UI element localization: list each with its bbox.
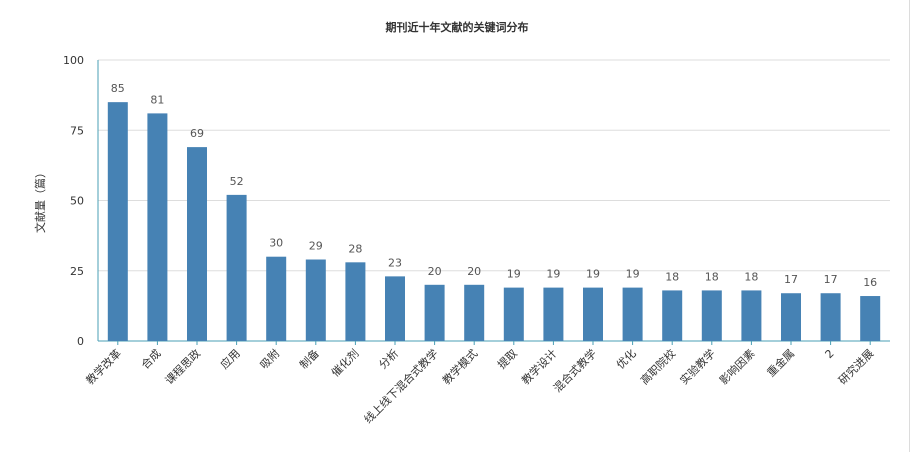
y-tick-label: 25: [70, 265, 84, 278]
chart-title: 期刊近十年文献的关键词分布: [385, 21, 529, 34]
bar: [543, 287, 564, 341]
bar: [701, 290, 722, 341]
x-tick-label: 课程思政: [162, 346, 203, 387]
y-tick-label: 100: [63, 54, 84, 67]
x-tick-label: 重金属: [764, 346, 797, 379]
data-label: 19: [507, 268, 521, 281]
data-label: 16: [863, 276, 877, 289]
x-tick-label: 应用: [217, 346, 242, 371]
x-tick-label: 提取: [495, 347, 520, 372]
data-label: 69: [190, 127, 204, 140]
bar: [503, 287, 524, 341]
bar: [662, 290, 683, 341]
bar: [385, 276, 405, 341]
bar: [305, 259, 326, 341]
x-tick-label: 制备: [296, 346, 321, 371]
x-tick-label: 教学模式: [439, 346, 480, 387]
x-tick-label: 吸附: [257, 346, 282, 371]
bar: [226, 194, 247, 341]
x-tick-label: 合成: [138, 346, 163, 371]
bar: [107, 102, 128, 342]
x-tick-label: 线上线下混合式教学: [361, 346, 441, 426]
data-label: 18: [744, 270, 758, 283]
data-label: 18: [705, 270, 719, 283]
bar: [464, 284, 485, 341]
data-label: 85: [111, 82, 125, 95]
right-border: [909, 0, 910, 452]
data-label: 17: [784, 273, 798, 286]
bar: [781, 293, 801, 341]
data-label: 19: [586, 268, 600, 281]
y-tick-label: 75: [70, 124, 84, 137]
bar: [583, 287, 603, 341]
bar: [741, 290, 762, 341]
x-tick-label: 教学设计: [519, 346, 560, 387]
x-tick-label: 研究进展: [835, 346, 876, 387]
data-label: 28: [348, 242, 362, 255]
data-label: 19: [546, 268, 560, 281]
y-tick-label: 0: [77, 335, 84, 348]
bar: [147, 113, 168, 341]
x-tick-label: 影响因素: [717, 347, 757, 387]
x-tick-label: 优化: [613, 346, 638, 371]
data-label: 20: [428, 265, 442, 278]
y-tick-label: 50: [70, 195, 84, 208]
x-tick-label: 高职院校: [637, 346, 678, 387]
bar: [187, 147, 207, 341]
bar: [860, 296, 881, 341]
data-label: 30: [269, 237, 283, 250]
data-label: 81: [150, 93, 164, 106]
data-label: 19: [626, 268, 640, 281]
bar: [266, 256, 287, 341]
bar: [820, 293, 841, 341]
x-tick-label: 混合式教学: [550, 346, 599, 395]
x-tick-label: 实验教学: [677, 346, 718, 387]
x-tick-label: 2: [823, 347, 837, 361]
data-label: 52: [230, 175, 244, 188]
data-label: 18: [665, 270, 679, 283]
x-tick-label: 分析: [376, 346, 401, 371]
data-label: 17: [824, 273, 838, 286]
x-tick-label: 催化剂: [328, 346, 361, 379]
bar: [622, 287, 643, 341]
data-label: 20: [467, 265, 481, 278]
x-tick-label: 教学改革: [83, 346, 124, 387]
bar: [424, 284, 445, 341]
data-label: 29: [309, 240, 323, 253]
data-label: 23: [388, 256, 402, 269]
bar: [345, 262, 366, 341]
